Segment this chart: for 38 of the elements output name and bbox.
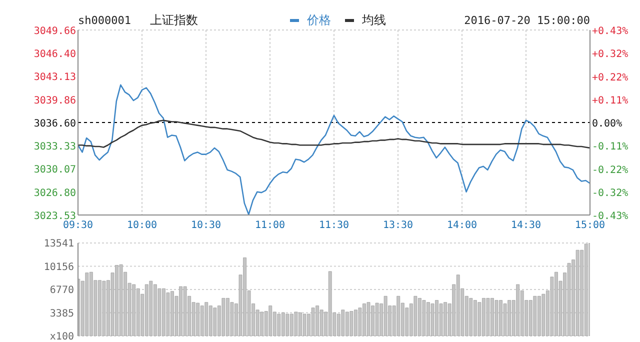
x-tick-label: 09:30 bbox=[62, 220, 94, 232]
y-tick-label: 3033.33 bbox=[34, 142, 76, 153]
y-tick-label: 3023.53 bbox=[34, 211, 76, 222]
chart-title: 上证指数 bbox=[150, 12, 198, 29]
y2-tick-label: +0.43% bbox=[592, 26, 628, 37]
y2-tick-label: +0.11% bbox=[592, 95, 628, 106]
text: 2016-07-20 15:00:00 bbox=[464, 14, 590, 27]
y-tick-label: 3039.86 bbox=[34, 95, 76, 106]
line-series bbox=[78, 120, 590, 149]
y-tick-label: 3026.80 bbox=[34, 188, 76, 199]
y2-tick-label: +0.22% bbox=[592, 72, 628, 84]
x-tick-label: 10:30 bbox=[190, 220, 222, 232]
y2-tick-label: +0.32% bbox=[592, 49, 628, 60]
y-tick-label: 3046.40 bbox=[34, 49, 76, 60]
y2-tick-label: -0.43% bbox=[592, 211, 628, 222]
x-tick-label: 14:00 bbox=[446, 220, 478, 232]
y2-tick-label: -0.22% bbox=[592, 164, 628, 176]
x-tick-label: 14:30 bbox=[510, 220, 542, 232]
legend-label: 价格 bbox=[306, 12, 331, 29]
y-tick-label: 13541 bbox=[44, 238, 74, 250]
y-tick-label: 10156 bbox=[44, 262, 74, 273]
y-tick-label: 6770 bbox=[50, 285, 74, 296]
text: sh000001 bbox=[78, 14, 131, 27]
x-tick-label: 15:00 bbox=[574, 220, 606, 232]
y2-tick-label: -0.32% bbox=[592, 188, 628, 199]
y-tick-label: 3043.13 bbox=[34, 72, 76, 84]
y-tick-label: x100 bbox=[50, 332, 74, 342]
y2-tick-label: -0.11% bbox=[592, 142, 628, 153]
y2-tick-label: 0.00% bbox=[592, 118, 622, 130]
x-tick-label: 11:30 bbox=[318, 220, 350, 232]
x-tick-label: 10:00 bbox=[126, 220, 158, 232]
y-tick-label: 3385 bbox=[50, 308, 74, 320]
y-tick-label: 3036.60 bbox=[34, 118, 76, 130]
x-tick-label: 13:30 bbox=[382, 220, 414, 232]
legend-label: 均线 bbox=[361, 12, 386, 29]
y-tick-label: 3049.66 bbox=[34, 26, 76, 37]
y-tick-label: 3030.07 bbox=[34, 164, 76, 176]
x-tick-label: 11:00 bbox=[254, 220, 286, 232]
